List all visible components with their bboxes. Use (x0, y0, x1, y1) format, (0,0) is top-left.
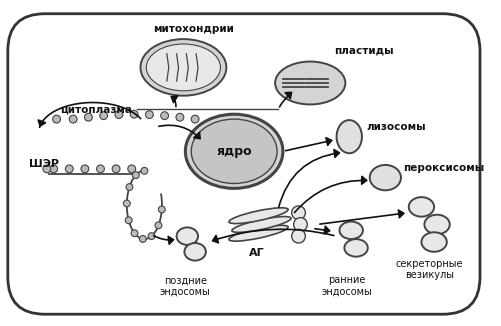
Text: ядро: ядро (216, 145, 252, 158)
Circle shape (130, 110, 138, 118)
Circle shape (141, 167, 148, 174)
Ellipse shape (232, 216, 291, 232)
Ellipse shape (191, 119, 277, 184)
Circle shape (155, 222, 162, 229)
Ellipse shape (337, 120, 362, 153)
Circle shape (97, 165, 104, 173)
Ellipse shape (370, 165, 401, 190)
Circle shape (112, 165, 120, 173)
Circle shape (115, 111, 123, 118)
Ellipse shape (344, 239, 368, 257)
Ellipse shape (146, 44, 220, 91)
Circle shape (81, 165, 89, 173)
Ellipse shape (229, 208, 288, 224)
Circle shape (292, 229, 305, 243)
Circle shape (43, 165, 51, 173)
Circle shape (123, 200, 130, 207)
Ellipse shape (340, 222, 363, 239)
Text: цитоплазма: цитоплазма (61, 104, 132, 114)
Ellipse shape (140, 39, 226, 96)
Text: пероксисомы: пероксисомы (403, 163, 484, 173)
Circle shape (126, 184, 133, 190)
Circle shape (158, 206, 165, 213)
Circle shape (53, 115, 61, 123)
Circle shape (125, 217, 132, 224)
Circle shape (100, 112, 108, 120)
Circle shape (145, 111, 153, 118)
Circle shape (148, 233, 155, 240)
Ellipse shape (421, 232, 447, 252)
Ellipse shape (409, 197, 434, 217)
Text: ШЭР: ШЭР (29, 159, 59, 169)
FancyBboxPatch shape (8, 14, 480, 314)
Circle shape (131, 230, 138, 237)
Circle shape (132, 172, 139, 179)
Circle shape (176, 113, 184, 121)
Text: митохондрии: митохондрии (153, 24, 233, 34)
Ellipse shape (275, 62, 345, 104)
Circle shape (292, 206, 305, 220)
Text: поздние
эндосомы: поздние эндосомы (160, 275, 211, 297)
Circle shape (65, 165, 73, 173)
Text: секреторные
везикулы: секреторные везикулы (395, 259, 463, 280)
Ellipse shape (176, 228, 198, 245)
Circle shape (128, 165, 136, 173)
Ellipse shape (184, 243, 206, 260)
Circle shape (85, 113, 92, 121)
Ellipse shape (185, 114, 283, 188)
Circle shape (69, 115, 77, 123)
Circle shape (161, 112, 168, 120)
Text: пластиды: пластиды (335, 46, 394, 56)
Ellipse shape (229, 225, 288, 241)
Text: АГ: АГ (249, 248, 265, 258)
Ellipse shape (424, 215, 450, 234)
Circle shape (294, 218, 307, 231)
Circle shape (191, 115, 199, 123)
Circle shape (50, 165, 58, 173)
Text: лизосомы: лизосомы (367, 122, 426, 132)
Text: ранние
эндосомы: ранние эндосомы (322, 275, 373, 297)
Circle shape (139, 236, 146, 242)
